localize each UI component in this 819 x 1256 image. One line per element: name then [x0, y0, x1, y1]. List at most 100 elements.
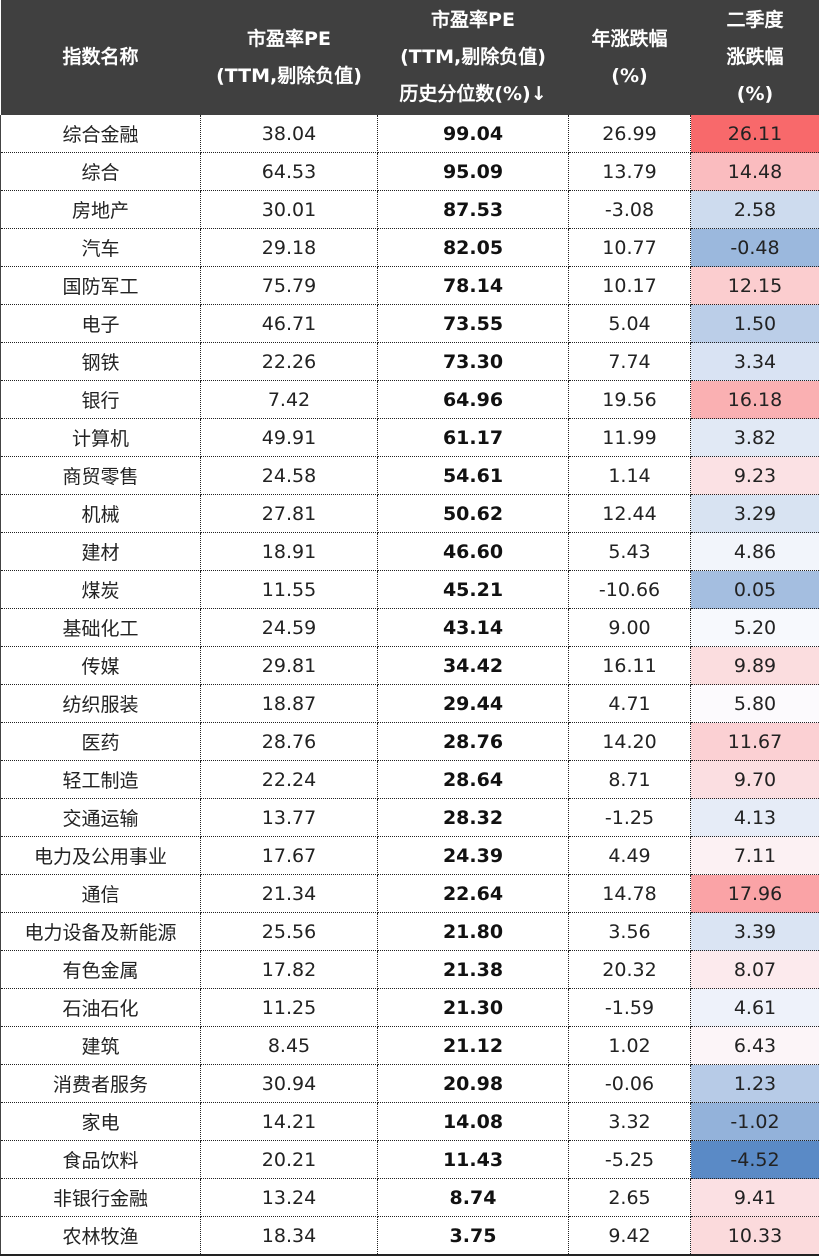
pe-value-cell: 22.24	[201, 761, 378, 799]
pe-percentile-cell: 21.12	[378, 1027, 569, 1065]
annual-change-cell: 3.56	[569, 913, 691, 951]
index-name-cell: 石油石化	[1, 989, 201, 1027]
q2-change-cell: 5.20	[691, 609, 819, 647]
pe-value-cell: 20.21	[201, 1141, 378, 1179]
q2-change-cell: 11.67	[691, 723, 819, 761]
index-name-cell: 轻工制造	[1, 761, 201, 799]
pe-value-cell: 18.87	[201, 685, 378, 723]
pe-percentile-cell: 78.14	[378, 267, 569, 305]
pe-percentile-cell: 73.30	[378, 343, 569, 381]
q2-change-header[interactable]: 二季度涨跌幅(%)	[691, 0, 819, 115]
header-line: (%)	[691, 76, 819, 113]
annual-change-cell: 1.14	[569, 457, 691, 495]
annual-change-cell: 16.11	[569, 647, 691, 685]
pe-percentile-cell: 20.98	[378, 1065, 569, 1103]
q2-change-cell: -1.02	[691, 1103, 819, 1141]
annual-change-cell: -0.06	[569, 1065, 691, 1103]
pe-value-cell: 13.24	[201, 1179, 378, 1217]
pe-percentile-cell: 11.43	[378, 1141, 569, 1179]
q2-change-cell: -0.48	[691, 229, 819, 267]
q2-change-cell: 4.13	[691, 799, 819, 837]
pe-percentile-header[interactable]: 市盈率PE(TTM,剔除负值)历史分位数(%)↓	[378, 0, 569, 115]
q2-change-cell: 10.33	[691, 1217, 819, 1256]
pe-value-cell: 24.59	[201, 609, 378, 647]
annual-change-cell: 14.20	[569, 723, 691, 761]
index-name-cell: 电子	[1, 305, 201, 343]
pe-percentile-cell: 22.64	[378, 875, 569, 913]
annual-change-cell: 4.71	[569, 685, 691, 723]
index-name-header[interactable]: 指数名称	[1, 0, 201, 115]
header-line: 市盈率PE	[201, 21, 378, 58]
header-line: 市盈率PE	[378, 2, 569, 39]
pe-value-cell: 18.91	[201, 533, 378, 571]
pe-percentile-cell: 99.04	[378, 115, 569, 153]
pe-value-cell: 14.21	[201, 1103, 378, 1141]
index-name-cell: 房地产	[1, 191, 201, 229]
q2-change-cell: 1.23	[691, 1065, 819, 1103]
index-name-cell: 综合	[1, 153, 201, 191]
pe-percentile-cell: 28.32	[378, 799, 569, 837]
q2-change-cell: 8.07	[691, 951, 819, 989]
annual-change-cell: 20.32	[569, 951, 691, 989]
q2-change-cell: 3.29	[691, 495, 819, 533]
annual-change-cell: 4.49	[569, 837, 691, 875]
q2-change-cell: 9.89	[691, 647, 819, 685]
pe-percentile-cell: 21.38	[378, 951, 569, 989]
annual-change-cell: 3.32	[569, 1103, 691, 1141]
pe-value-cell: 46.71	[201, 305, 378, 343]
index-name-cell: 煤炭	[1, 571, 201, 609]
q2-change-cell: 12.15	[691, 267, 819, 305]
index-name-cell: 医药	[1, 723, 201, 761]
index-name-cell: 计算机	[1, 419, 201, 457]
annual-change-cell: 14.78	[569, 875, 691, 913]
pe-percentile-cell: 8.74	[378, 1179, 569, 1217]
annual-change-cell: 26.99	[569, 115, 691, 153]
pe-value-cell: 11.55	[201, 571, 378, 609]
pe-value-cell: 30.01	[201, 191, 378, 229]
annual-change-cell: 9.42	[569, 1217, 691, 1256]
pe-value-cell: 64.53	[201, 153, 378, 191]
annual-change-cell: 5.04	[569, 305, 691, 343]
index-name-cell: 建筑	[1, 1027, 201, 1065]
q2-change-cell: 1.50	[691, 305, 819, 343]
pe-percentile-cell: 45.21	[378, 571, 569, 609]
pe-percentile-cell: 95.09	[378, 153, 569, 191]
annual-change-header[interactable]: 年涨跌幅(%)	[569, 0, 691, 115]
pe-percentile-cell: 87.53	[378, 191, 569, 229]
pe-header[interactable]: 市盈率PE(TTM,剔除负值)	[201, 0, 378, 115]
q2-change-cell: 9.70	[691, 761, 819, 799]
pe-value-cell: 21.34	[201, 875, 378, 913]
index-name-cell: 食品饮料	[1, 1141, 201, 1179]
annual-change-cell: -3.08	[569, 191, 691, 229]
index-name-cell: 有色金属	[1, 951, 201, 989]
q2-change-cell: 4.61	[691, 989, 819, 1027]
annual-change-cell: 2.65	[569, 1179, 691, 1217]
pe-percentile-cell: 64.96	[378, 381, 569, 419]
pe-percentile-cell: 24.39	[378, 837, 569, 875]
annual-change-cell: 8.71	[569, 761, 691, 799]
annual-change-cell: 13.79	[569, 153, 691, 191]
pe-percentile-cell: 50.62	[378, 495, 569, 533]
q2-change-cell: 3.34	[691, 343, 819, 381]
pe-percentile-cell: 46.60	[378, 533, 569, 571]
index-name-cell: 国防军工	[1, 267, 201, 305]
pe-value-cell: 49.91	[201, 419, 378, 457]
pe-value-cell: 22.26	[201, 343, 378, 381]
annual-change-cell: 1.02	[569, 1027, 691, 1065]
